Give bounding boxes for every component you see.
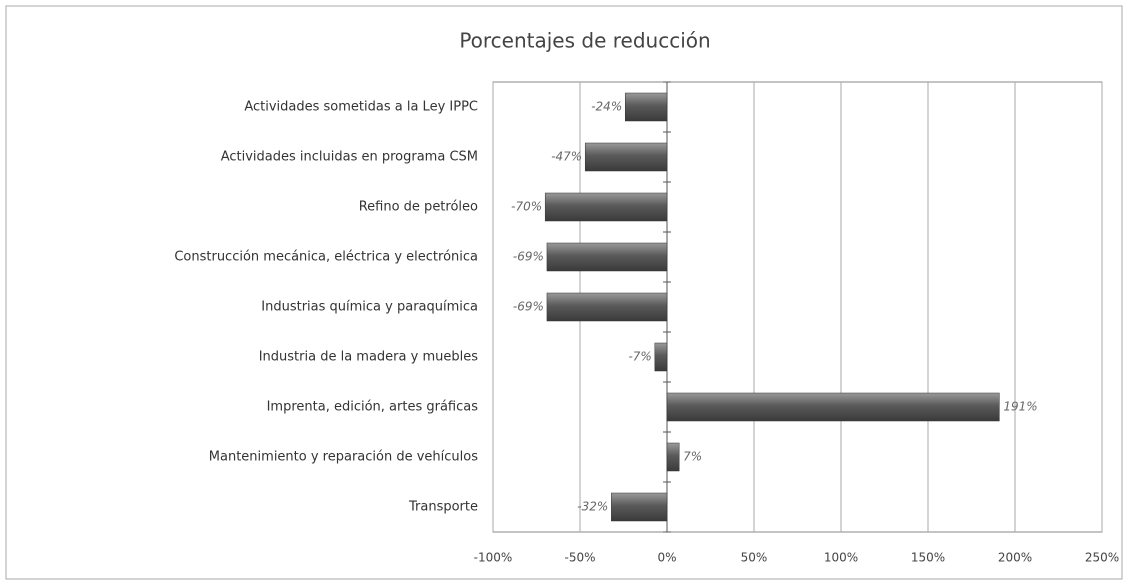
x-tick-label: -100%	[474, 551, 513, 565]
y-tick-label: Actividades incluidas en programa CSM	[221, 150, 478, 165]
bar	[624, 92, 668, 122]
x-tick-label: 200%	[998, 551, 1032, 565]
data-label: 191%	[1003, 400, 1037, 414]
x-tick-label: 250%	[1085, 551, 1119, 565]
x-tick-label: 50%	[741, 551, 768, 565]
y-tick-label: Mantenimiento y reparación de vehículos	[209, 450, 478, 465]
data-label: -69%	[513, 300, 544, 314]
y-tick-label: Transporte	[408, 500, 478, 515]
y-tick-label: Industrias química y paraquímica	[261, 300, 478, 315]
bar	[546, 242, 668, 272]
y-tick-label: Refino de petróleo	[359, 200, 478, 215]
bar	[584, 142, 668, 172]
x-tick-label: -50%	[564, 551, 595, 565]
data-label: -69%	[513, 250, 544, 264]
x-tick-label: 100%	[824, 551, 858, 565]
bar	[544, 192, 668, 222]
bar	[611, 492, 668, 522]
bar	[666, 392, 1000, 422]
y-tick-label: Imprenta, edición, artes gráficas	[267, 400, 479, 415]
data-label: -32%	[577, 500, 608, 514]
chart-title: Porcentajes de reducción	[459, 29, 710, 53]
bar	[654, 342, 668, 372]
chart-border	[5, 5, 1123, 580]
data-label: -7%	[628, 350, 651, 364]
x-tick-label: 150%	[911, 551, 945, 565]
bar	[666, 442, 680, 472]
data-label: -24%	[591, 100, 622, 114]
data-label: -47%	[551, 150, 582, 164]
y-tick-label: Construcción mecánica, eléctrica y elect…	[174, 250, 478, 265]
x-tick-label: 0%	[657, 551, 676, 565]
data-label: -70%	[511, 200, 542, 214]
bar	[546, 292, 668, 322]
y-tick-label: Actividades sometidas a la Ley IPPC	[244, 100, 478, 115]
data-label: 7%	[683, 450, 702, 464]
y-tick-label: Industria de la madera y muebles	[259, 350, 478, 365]
